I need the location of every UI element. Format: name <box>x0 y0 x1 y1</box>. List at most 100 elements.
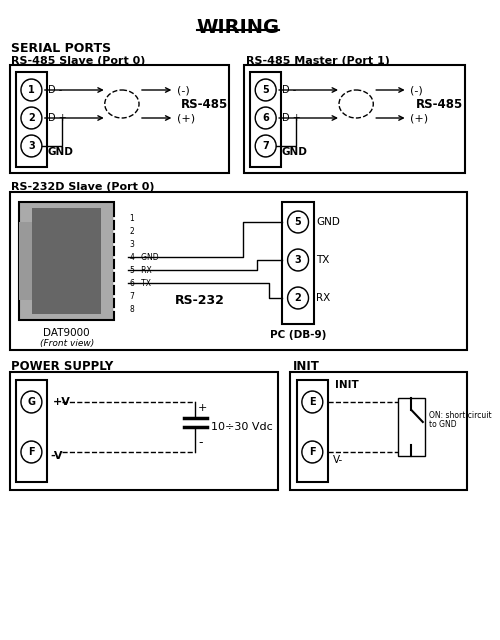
Text: 8: 8 <box>130 305 134 314</box>
Text: 3: 3 <box>294 255 302 265</box>
Circle shape <box>255 79 276 101</box>
Circle shape <box>22 81 40 99</box>
Circle shape <box>21 391 42 413</box>
Text: 1: 1 <box>28 85 35 95</box>
Text: to GND: to GND <box>428 419 456 429</box>
Text: F: F <box>309 447 316 457</box>
Text: - TX: - TX <box>136 278 151 287</box>
Bar <box>282 202 314 324</box>
Circle shape <box>255 135 276 157</box>
Bar <box>297 380 328 482</box>
Text: GND: GND <box>282 147 308 157</box>
Circle shape <box>22 392 40 412</box>
Text: WIRING: WIRING <box>196 18 280 37</box>
Text: DAT9000: DAT9000 <box>44 328 90 338</box>
Circle shape <box>304 392 322 412</box>
Text: 3: 3 <box>28 141 35 151</box>
Text: 5: 5 <box>130 266 134 275</box>
Circle shape <box>289 289 307 307</box>
Text: - GND: - GND <box>136 253 159 262</box>
Bar <box>10 192 466 350</box>
Circle shape <box>256 109 274 127</box>
Text: 10÷30 Vdc: 10÷30 Vdc <box>212 422 273 432</box>
Bar <box>10 372 278 490</box>
Text: 6: 6 <box>262 113 269 123</box>
Circle shape <box>21 441 42 463</box>
Text: F: F <box>28 447 34 457</box>
Bar <box>290 372 467 490</box>
Text: RS-485 Slave (Port 0): RS-485 Slave (Port 0) <box>12 56 146 66</box>
Bar <box>19 222 32 300</box>
Text: D -: D - <box>282 85 296 95</box>
Bar <box>10 65 228 173</box>
Text: V-: V- <box>334 455 344 465</box>
Circle shape <box>288 211 308 233</box>
Text: (-): (-) <box>410 85 423 95</box>
Text: RS-485: RS-485 <box>416 97 464 111</box>
Text: (-): (-) <box>177 85 190 95</box>
Circle shape <box>256 81 274 99</box>
Ellipse shape <box>339 90 374 118</box>
Text: RS-485: RS-485 <box>181 97 228 111</box>
Circle shape <box>256 136 274 156</box>
Text: INIT: INIT <box>294 360 320 373</box>
Text: 7: 7 <box>130 291 134 301</box>
Text: GND: GND <box>316 217 340 227</box>
Text: 4: 4 <box>130 253 134 262</box>
Text: SERIAL PORTS: SERIAL PORTS <box>12 42 112 55</box>
Text: POWER SUPPLY: POWER SUPPLY <box>12 360 114 373</box>
Bar <box>16 380 46 482</box>
Circle shape <box>302 441 323 463</box>
Text: +V: +V <box>54 397 71 407</box>
Bar <box>19 202 114 320</box>
Circle shape <box>289 212 307 232</box>
Text: PC (DB-9): PC (DB-9) <box>270 330 326 340</box>
Text: (+): (+) <box>177 113 195 123</box>
Text: (Front view): (Front view) <box>40 339 94 348</box>
Text: RS-485 Master (Port 1): RS-485 Master (Port 1) <box>246 56 390 66</box>
Bar <box>16 72 46 167</box>
Text: 2: 2 <box>130 227 134 236</box>
Text: 2: 2 <box>28 113 35 123</box>
Circle shape <box>288 287 308 309</box>
Text: +: + <box>198 403 207 413</box>
Circle shape <box>288 249 308 271</box>
Text: G: G <box>28 397 36 407</box>
Bar <box>244 65 464 173</box>
Text: 5: 5 <box>294 217 302 227</box>
Text: 1: 1 <box>130 214 134 223</box>
Circle shape <box>22 136 40 156</box>
Text: RS-232D Slave (Port 0): RS-232D Slave (Port 0) <box>12 182 155 192</box>
Text: - RX: - RX <box>136 266 152 275</box>
Bar <box>398 398 424 456</box>
Text: GND: GND <box>48 147 74 157</box>
Ellipse shape <box>104 90 139 118</box>
Circle shape <box>22 109 40 127</box>
Circle shape <box>289 250 307 269</box>
Bar <box>250 72 281 167</box>
Text: (+): (+) <box>410 113 428 123</box>
Circle shape <box>302 391 323 413</box>
Text: E: E <box>309 397 316 407</box>
Text: RX: RX <box>316 293 330 303</box>
Bar <box>32 208 101 314</box>
Text: 5: 5 <box>262 85 269 95</box>
Text: -V: -V <box>50 451 63 461</box>
Circle shape <box>21 79 42 101</box>
Text: 7: 7 <box>262 141 269 151</box>
Text: 6: 6 <box>130 278 134 287</box>
Text: -: - <box>198 436 202 449</box>
Text: RS-232: RS-232 <box>175 294 225 307</box>
Text: TX: TX <box>316 255 330 265</box>
Text: 2: 2 <box>294 293 302 303</box>
Text: 3: 3 <box>130 239 134 248</box>
Text: INIT: INIT <box>335 380 359 390</box>
Text: D +: D + <box>48 113 66 123</box>
Circle shape <box>255 107 276 129</box>
Circle shape <box>21 107 42 129</box>
Circle shape <box>22 442 40 461</box>
Text: D -: D - <box>48 85 62 95</box>
Text: ON: short circuit: ON: short circuit <box>428 410 491 419</box>
Circle shape <box>304 442 322 461</box>
Circle shape <box>21 135 42 157</box>
